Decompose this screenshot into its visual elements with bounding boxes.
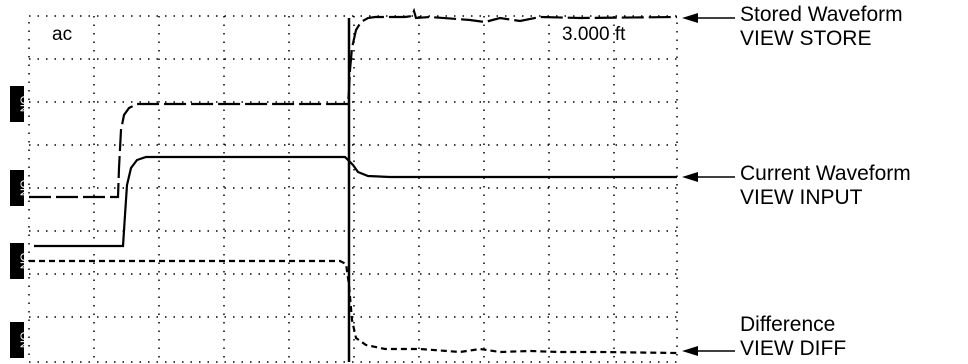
difference-waveform <box>29 259 678 355</box>
current-waveform <box>34 155 677 248</box>
difference-callout-title: Difference <box>740 313 836 336</box>
stored-waveform-callout: Stored Waveform VIEW STORE <box>740 3 903 51</box>
channel-marker[interactable]: ON <box>10 322 30 358</box>
graticule-frame <box>28 15 678 363</box>
channel-marker-label: ON <box>18 253 30 270</box>
stored-callout-command: VIEW STORE <box>740 27 872 50</box>
difference-callout-arrow <box>682 346 735 356</box>
stored-callout-arrow <box>682 13 735 23</box>
current-waveform-callout: Current Waveform VIEW INPUT <box>740 162 911 210</box>
current-callout-command: VIEW INPUT <box>740 186 863 209</box>
stored-waveform <box>29 7 678 199</box>
stored-callout-title: Stored Waveform <box>740 3 903 26</box>
channel-marker[interactable]: ON <box>10 170 30 206</box>
difference-callout-command: VIEW DIFF <box>740 337 847 360</box>
mode-label: ac <box>52 24 72 45</box>
channel-marker-label: ON <box>18 332 30 349</box>
current-callout-arrow <box>682 172 735 182</box>
channel-marker[interactable]: ON <box>10 243 30 279</box>
channel-marker[interactable]: ON <box>10 86 30 122</box>
current-callout-title: Current Waveform <box>740 162 911 185</box>
channel-marker-label: ON <box>18 96 30 113</box>
graticule-grid <box>28 15 678 363</box>
difference-waveform-callout: Difference VIEW DIFF <box>740 313 846 361</box>
channel-marker-label: ON <box>18 180 30 197</box>
distance-readout: 3.000 ft <box>562 24 626 45</box>
